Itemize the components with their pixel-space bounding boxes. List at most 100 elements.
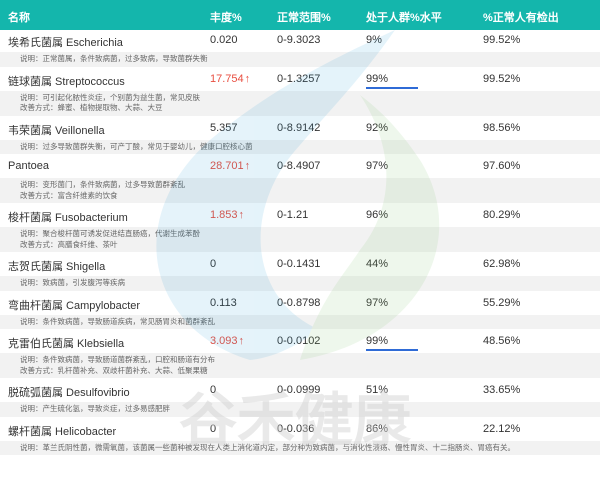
table-row: 梭杆菌属 Fusobacterium 1.853↑ 0-1.21 96% 80.29% 说… (0, 205, 600, 252)
abundance-number: 28.701 (210, 160, 244, 172)
abundance-number: 17.754 (210, 72, 244, 85)
microbe-name: 螺杆菌属 Helicobacter (8, 425, 117, 438)
population-percent: 97% (366, 160, 389, 172)
table-row: 埃希氏菌属 Escherichia 0.020 0-9.3023 9% 99.52% 说明… (0, 30, 600, 67)
note-improvement: 改善方式：高膳食纤维、茶叶 (20, 239, 118, 249)
microbe-name: 链球菌属 Streptococcus (8, 75, 125, 88)
normal-range: 0-0.0999 (277, 384, 321, 396)
note-description: 说明：条件致病菌，导致肠道疾病，常见肠胃炎和菌群紊乱 (20, 316, 215, 326)
population-percent: 86% (366, 422, 389, 435)
population-percent: 99% (366, 335, 389, 347)
note-improvement: 改善方式：乳杆菌补充、双歧杆菌补充、大蒜、低聚果糖 (20, 365, 208, 375)
microbe-name: 脱硫弧菌属 Desulfovibrio (8, 387, 130, 399)
row-values: 韦荣菌属 Veillonella 5.357 0-8.9142 92% 98.56% (0, 118, 600, 140)
normal-range: 0-0.0102 (277, 335, 321, 347)
row-notes: 说明：正常菌属，条件致病菌，过多致病，导致菌群失衡 (0, 52, 600, 67)
header-abundance: 丰度% (210, 12, 242, 24)
abundance-value: 0 (210, 423, 216, 435)
population-highlight-bar (366, 349, 418, 351)
note-description: 说明：变形菌门，条件致病菌，过多导致菌群紊乱 (20, 180, 185, 189)
row-notes: 说明：产生硫化氢，导致炎症，过多易感肥胖 (0, 402, 600, 417)
row-values: 脱硫弧菌属 Desulfovibrio 0 0-0.0999 51% 33.65% (0, 380, 600, 402)
normal-range: 0-0.1431 (277, 258, 321, 270)
row-notes: 说明：革兰氏阴性菌，微需氧菌，该菌属一些菌种被发现在人类上消化道内定，部分种为致… (0, 440, 600, 455)
normal-detected-percent: 33.65% (483, 384, 521, 396)
row-values: 弯曲杆菌属 Campylobacter 0.113 0-0.8798 97% 55.29… (0, 293, 600, 315)
row-notes: 说明：过多导致菌群失衡，可产丁酸，常见于婴幼儿，健康口腔核心菌 (0, 139, 600, 154)
row-values: 志贺氏菌属 Shigella 0 0-0.1431 44% 62.98% (0, 254, 600, 276)
normal-detected-percent: 62.98% (483, 258, 521, 270)
microbe-table: 名称 丰度% 正常范围% 处于人群%水平 %正常人有检出 埃希氏菌属 Esche… (0, 0, 600, 455)
table-body: 埃希氏菌属 Escherichia 0.020 0-9.3023 9% 99.52% 说明… (0, 30, 600, 455)
normal-detected-percent: 97.60% (483, 160, 521, 172)
population-percent: 99% (366, 72, 389, 85)
row-notes: 说明：可引起化脓性炎症，个别菌为益生菌，常见皮肤 改善方式：蜂蜜、植物提取物、大蒜… (0, 90, 600, 116)
normal-detected-percent: 99.52% (483, 34, 521, 46)
row-notes: 说明：致病菌，引发腹泻等疾病 (0, 276, 600, 291)
abundance-number: 0 (210, 384, 217, 396)
normal-range: 0-0.8798 (277, 296, 321, 309)
header-population: 处于人群%水平 (366, 12, 442, 24)
normal-detected-percent: 48.56% (483, 335, 521, 347)
population-percent: 96% (366, 209, 389, 221)
note-improvement: 改善方式：蜂蜜、植物提取物、大蒜、大豆 (20, 103, 163, 112)
microbe-name: 韦荣菌属 Veillonella (8, 124, 105, 137)
table-row: Pantoea 28.701↑ 0-8.4907 97% 97.60% 说明：变形菌门，条… (0, 156, 600, 203)
population-percent: 92% (366, 121, 389, 134)
population-percent: 9% (366, 34, 382, 46)
microbe-name: 梭杆菌属 Fusobacterium (8, 212, 128, 224)
normal-range: 0-8.4907 (277, 160, 321, 172)
row-notes: 说明：变形菌门，条件致病菌，过多导致菌群紊乱 改善方式：富含纤维素的饮食 (0, 178, 600, 203)
note-description: 说明：条件致病菌，导致肠道菌群紊乱，口腔和肠道有分布 (20, 355, 215, 364)
row-values: 螺杆菌属 Helicobacter 0 0-0.036 86% 22.12% (0, 419, 600, 441)
row-values: 梭杆菌属 Fusobacterium 1.853↑ 0-1.21 96% 80.29% (0, 205, 600, 227)
normal-range: 0-0.036 (277, 422, 315, 435)
abundance-value: 1.853↑ (210, 209, 244, 221)
row-notes: 说明：条件致病菌，导致肠道菌群紊乱，口腔和肠道有分布 改善方式：乳杆菌补充、双歧杆… (0, 353, 600, 378)
normal-detected-percent: 98.56% (483, 121, 521, 134)
abundance-value: 28.701↑ (210, 160, 250, 172)
note-description: 说明：可引起化脓性炎症，个别菌为益生菌，常见皮肤 (20, 92, 200, 102)
note-description: 说明：革兰氏阴性菌，微需氧菌，该菌属一些菌种被发现在人类上消化道内定，部分种为致… (20, 442, 515, 452)
table-row: 弯曲杆菌属 Campylobacter 0.113 0-0.8798 97% 55.29… (0, 293, 600, 329)
note-description: 说明：正常菌属，条件致病菌，过多致病，导致菌群失衡 (20, 54, 208, 63)
table-row: 脱硫弧菌属 Desulfovibrio 0 0-0.0999 51% 33.65% 说明：… (0, 380, 600, 417)
row-values: 链球菌属 Streptococcus 17.754↑ 0-1.3257 99% 99.5… (0, 69, 600, 91)
note-improvement: 改善方式：富含纤维素的饮食 (20, 190, 118, 200)
note-description: 说明：产生硫化氢，导致炎症，过多易感肥胖 (20, 404, 170, 413)
row-notes: 说明：条件致病菌，导致肠道疾病，常见肠胃炎和菌群紊乱 (0, 314, 600, 329)
abundance-number: 0.113 (210, 296, 237, 309)
microbe-name: 克雷伯氏菌属 Klebsiella (8, 338, 125, 350)
abundance-number: 3.093 (210, 335, 238, 347)
up-arrow-icon: ↑ (244, 72, 251, 85)
abundance-number: 0 (210, 422, 217, 435)
normal-range: 0-1.21 (277, 209, 309, 221)
note-description: 说明：过多导致菌群失衡，可产丁酸，常见于婴幼儿，健康口腔核心菌 (20, 141, 253, 151)
header-normal-detected: %正常人有检出 (483, 12, 559, 24)
abundance-value: 0.020 (210, 34, 238, 46)
population-percent: 97% (366, 296, 389, 309)
abundance-value: 17.754↑ (210, 73, 250, 85)
abundance-value: 0 (210, 384, 216, 396)
normal-range: 0-9.3023 (277, 34, 321, 46)
abundance-number: 5.357 (210, 121, 238, 134)
population-percent: 44% (366, 258, 389, 270)
abundance-value: 0.113 (210, 297, 237, 309)
abundance-number: 0 (210, 258, 217, 270)
microbe-name: 志贺氏菌属 Shigella (8, 261, 106, 273)
up-arrow-icon: ↑ (238, 209, 245, 221)
table-header: 名称 丰度% 正常范围% 处于人群%水平 %正常人有检出 (0, 0, 600, 30)
table-row: 链球菌属 Streptococcus 17.754↑ 0-1.3257 99% 99.5… (0, 69, 600, 116)
abundance-number: 0.020 (210, 34, 238, 46)
normal-range: 0-1.3257 (277, 72, 321, 85)
up-arrow-icon: ↑ (244, 160, 251, 172)
abundance-value: 3.093↑ (210, 335, 244, 347)
row-values: 克雷伯氏菌属 Klebsiella 3.093↑ 0-0.0102 99% 48.56% (0, 331, 600, 353)
abundance-value: 5.357 (210, 122, 238, 134)
note-description: 说明：致病菌，引发腹泻等疾病 (20, 278, 125, 287)
abundance-value: 0 (210, 258, 216, 270)
table-row: 螺杆菌属 Helicobacter 0 0-0.036 86% 22.12% 说明：革兰氏… (0, 419, 600, 455)
table-row: 克雷伯氏菌属 Klebsiella 3.093↑ 0-0.0102 99% 48.56%… (0, 331, 600, 378)
microbe-name: 埃希氏菌属 Escherichia (8, 37, 123, 49)
header-range: 正常范围% (277, 12, 331, 24)
